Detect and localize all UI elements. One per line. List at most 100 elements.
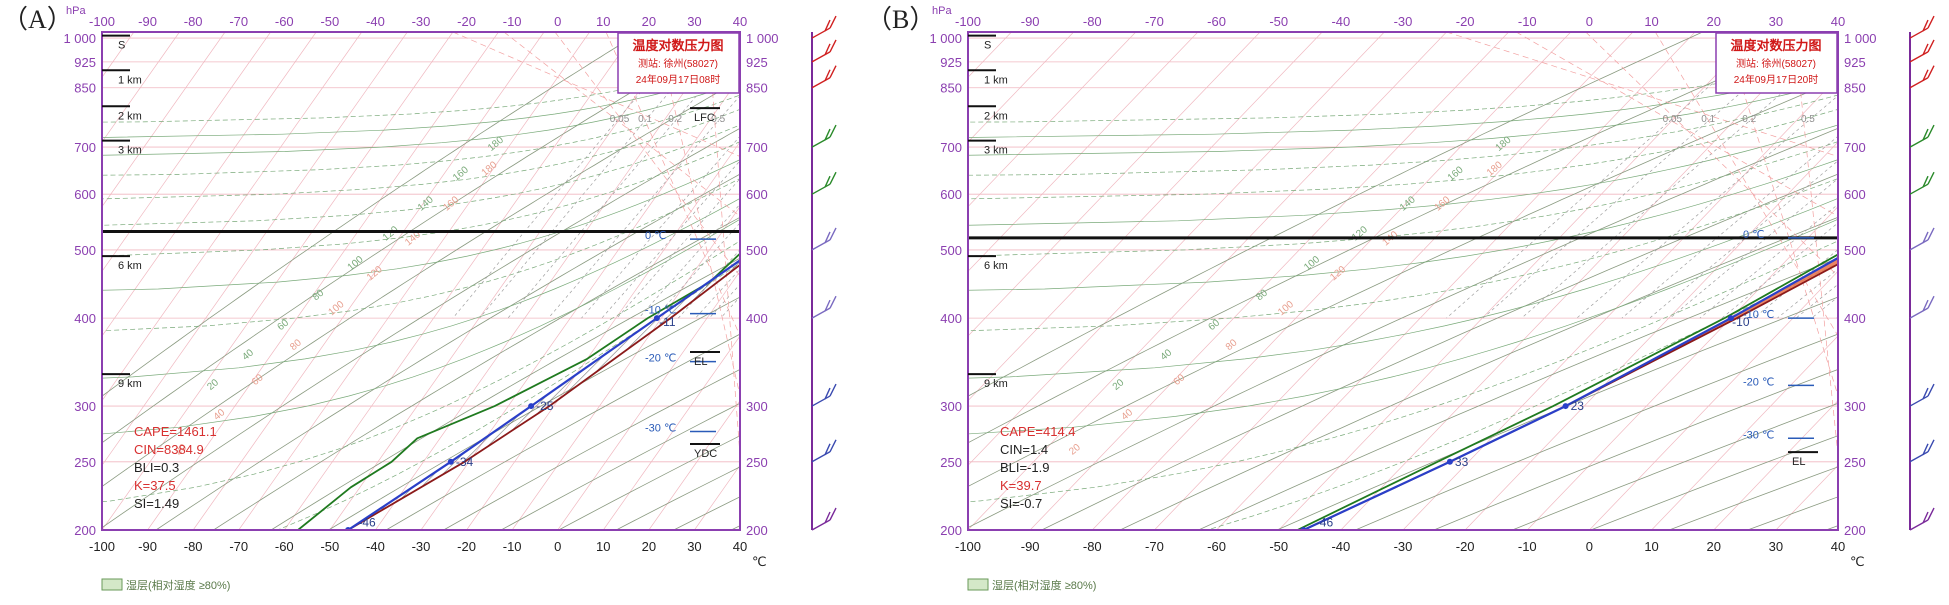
wind-barb bbox=[812, 240, 830, 250]
bottom-temp-tick: -100 bbox=[955, 539, 981, 554]
bottom-temp-tick: 20 bbox=[642, 539, 656, 554]
left-pressure-tick: 500 bbox=[74, 243, 96, 258]
isotherm-line bbox=[193, 32, 544, 530]
mixing-ratio-label: 4 bbox=[825, 114, 831, 125]
left-pressure-tick: 250 bbox=[74, 455, 96, 470]
mixing-ratio-label: 0.2 bbox=[1742, 114, 1756, 125]
top-temp-tick: -90 bbox=[138, 14, 157, 29]
top-temp-tick: -100 bbox=[89, 14, 115, 29]
wind-barb bbox=[1910, 78, 1928, 88]
mixing-ratio-label: 0.05 bbox=[610, 114, 630, 125]
index-label: SI=-0.7 bbox=[1000, 496, 1042, 511]
wind-barb bbox=[812, 78, 830, 88]
isotherm-line bbox=[1030, 32, 1509, 530]
isotherm-label: -20 ℃ bbox=[1743, 376, 1774, 388]
top-temp-tick: -50 bbox=[1269, 14, 1288, 29]
wind-barb bbox=[1910, 452, 1928, 462]
wind-barb bbox=[812, 184, 830, 194]
right-pressure-tick: 400 bbox=[746, 311, 768, 326]
top-temp-tick: -90 bbox=[1021, 14, 1040, 29]
left-pressure-tick: 1 000 bbox=[63, 31, 96, 46]
temperature-point bbox=[1447, 459, 1453, 465]
top-temp-tick: -40 bbox=[1331, 14, 1350, 29]
moist-adiabat bbox=[0, 32, 1949, 474]
legend-label: 湿层(相对湿度 ≥80%) bbox=[126, 578, 230, 592]
left-pressure-tick: 200 bbox=[940, 523, 962, 538]
index-label: BLI=-1.9 bbox=[1000, 460, 1050, 475]
top-temp-tick: 40 bbox=[733, 14, 747, 29]
dry-adiabat-label: 100 bbox=[1276, 299, 1296, 318]
dry-adiabat bbox=[616, 32, 1740, 530]
index-label: CIN=1.4 bbox=[1000, 442, 1048, 457]
point-label: 25 bbox=[1025, 28, 1039, 42]
top-temp-tick: -40 bbox=[366, 14, 385, 29]
mixing-ratio-label: 1.5 bbox=[768, 114, 782, 125]
right-pressure-tick: 700 bbox=[1844, 140, 1866, 155]
right-pressure-tick: 1 000 bbox=[746, 31, 779, 46]
wind-barb bbox=[812, 396, 830, 406]
mixing-ratio-line bbox=[721, 32, 986, 318]
moist-adiabat bbox=[0, 32, 1949, 210]
height-label: 6 km bbox=[118, 260, 142, 272]
point-label: 19 bbox=[963, 77, 977, 91]
wind-barb bbox=[812, 137, 830, 147]
dry-adiabat bbox=[1669, 32, 1949, 530]
top-temp-tick: 20 bbox=[1706, 14, 1720, 29]
point-label: -34 bbox=[456, 455, 474, 469]
wind-barb bbox=[1928, 228, 1934, 240]
wind-barb bbox=[1928, 66, 1934, 78]
left-pressure-tick: 1 000 bbox=[929, 31, 962, 46]
mixing-ratio-line bbox=[1857, 32, 1949, 318]
moist-adiabat bbox=[0, 32, 1949, 311]
mixing-ratio-label: 10 bbox=[883, 114, 895, 125]
top-temp-tick: -50 bbox=[320, 14, 339, 29]
dry-adiabat bbox=[0, 32, 641, 530]
left-pressure-tick: 500 bbox=[940, 243, 962, 258]
bottom-temp-tick: 30 bbox=[1769, 539, 1783, 554]
wind-barb bbox=[1928, 440, 1934, 452]
bottom-temp-tick: 10 bbox=[1644, 539, 1658, 554]
bottom-temp-tick: -80 bbox=[1083, 539, 1102, 554]
wind-barb bbox=[830, 228, 836, 240]
mixing-ratio-label: 0.2 bbox=[668, 114, 682, 125]
right-pressure-tick: 850 bbox=[746, 81, 768, 96]
mixing-ratio-line bbox=[754, 32, 1023, 318]
moist-adiabat bbox=[0, 32, 1949, 269]
top-temp-tick: 10 bbox=[1644, 14, 1658, 29]
isotherm-line bbox=[844, 32, 1322, 530]
temperature-point bbox=[1934, 191, 1940, 197]
mixing-ratio-line bbox=[1894, 32, 1949, 318]
isotherm-line bbox=[1403, 32, 1882, 530]
wind-barb bbox=[1910, 52, 1928, 62]
legend-swatch bbox=[102, 579, 122, 590]
index-label: K=39.7 bbox=[1000, 478, 1042, 493]
index-label: SI=1.49 bbox=[134, 496, 179, 511]
isotherm-label: -10 ℃ bbox=[645, 305, 676, 317]
wind-barb bbox=[830, 296, 836, 308]
bottom-temp-tick: -40 bbox=[366, 539, 385, 554]
right-pressure-tick: 300 bbox=[1844, 399, 1866, 414]
right-pressure-tick: 1 000 bbox=[1844, 31, 1877, 46]
panel-b: （B）0.050.10.20.511.523468101216203020406… bbox=[0, 5, 1949, 592]
dry-adiabat bbox=[559, 32, 1649, 530]
wind-barb bbox=[830, 40, 836, 52]
bottom-temp-tick: -40 bbox=[1331, 539, 1350, 554]
wind-barb bbox=[1910, 396, 1928, 406]
bottom-temp-tick: -30 bbox=[412, 539, 431, 554]
dry-adiabat bbox=[1434, 32, 1949, 530]
panel-label: （A） bbox=[2, 5, 73, 34]
top-temp-tick: -60 bbox=[1207, 14, 1226, 29]
point-label: -46 bbox=[1316, 515, 1334, 529]
moist-adiabat-label: 140 bbox=[1398, 194, 1418, 213]
wind-barb bbox=[1910, 240, 1928, 250]
top-temp-tick: -60 bbox=[275, 14, 294, 29]
right-pressure-tick: 250 bbox=[1844, 455, 1866, 470]
left-pressure-tick: 850 bbox=[940, 81, 962, 96]
top-temp-tick: 30 bbox=[1769, 14, 1783, 29]
moist-adiabat-label: 100 bbox=[346, 254, 366, 273]
dry-adiabat-label: 120 bbox=[365, 264, 385, 283]
index-label: CAPE=414.4 bbox=[1000, 424, 1076, 439]
moist-adiabat bbox=[0, 32, 1949, 147]
wind-barb bbox=[1910, 28, 1928, 38]
temperature-point bbox=[528, 403, 534, 409]
